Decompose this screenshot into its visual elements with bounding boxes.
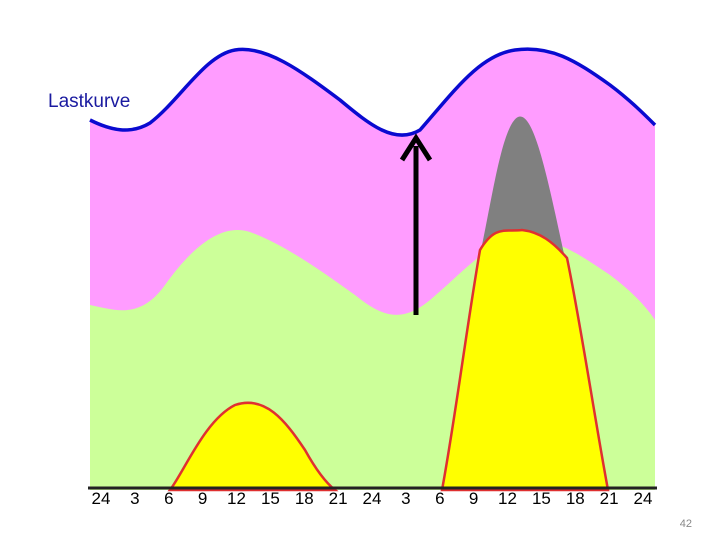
x-tick-label: 15 xyxy=(261,489,280,508)
lastkurve-label: Lastkurve xyxy=(48,91,130,112)
x-tick-label: 3 xyxy=(401,489,410,508)
x-tick-label: 21 xyxy=(600,489,619,508)
x-tick-label: 18 xyxy=(566,489,585,508)
x-tick-label: 24 xyxy=(92,489,111,508)
peak-yellow-left xyxy=(167,401,339,492)
x-tick-label: 24 xyxy=(634,489,653,508)
x-tick-label: 15 xyxy=(532,489,551,508)
x-tick-label: 24 xyxy=(363,489,382,508)
x-tick-label: 12 xyxy=(227,489,246,508)
x-tick-label: 21 xyxy=(329,489,348,508)
x-tick-label: 6 xyxy=(164,489,173,508)
x-tick-label: 6 xyxy=(435,489,444,508)
x-tick-label: 3 xyxy=(130,489,139,508)
x-tick-label: 18 xyxy=(295,489,314,508)
x-tick-label: 9 xyxy=(469,489,478,508)
peak-yellow-right xyxy=(440,228,610,492)
peak-gray-area xyxy=(480,116,565,258)
x-tick-label: 9 xyxy=(198,489,207,508)
page-number: 42 xyxy=(679,518,692,530)
load-curve-line xyxy=(89,47,657,137)
arrow-head xyxy=(399,133,433,162)
x-tick-label: 12 xyxy=(498,489,517,508)
x-tick-labels: 24 3 6 9 12 15 18 21 24 3 6 9 12 15 18 21 24 xyxy=(92,489,653,508)
